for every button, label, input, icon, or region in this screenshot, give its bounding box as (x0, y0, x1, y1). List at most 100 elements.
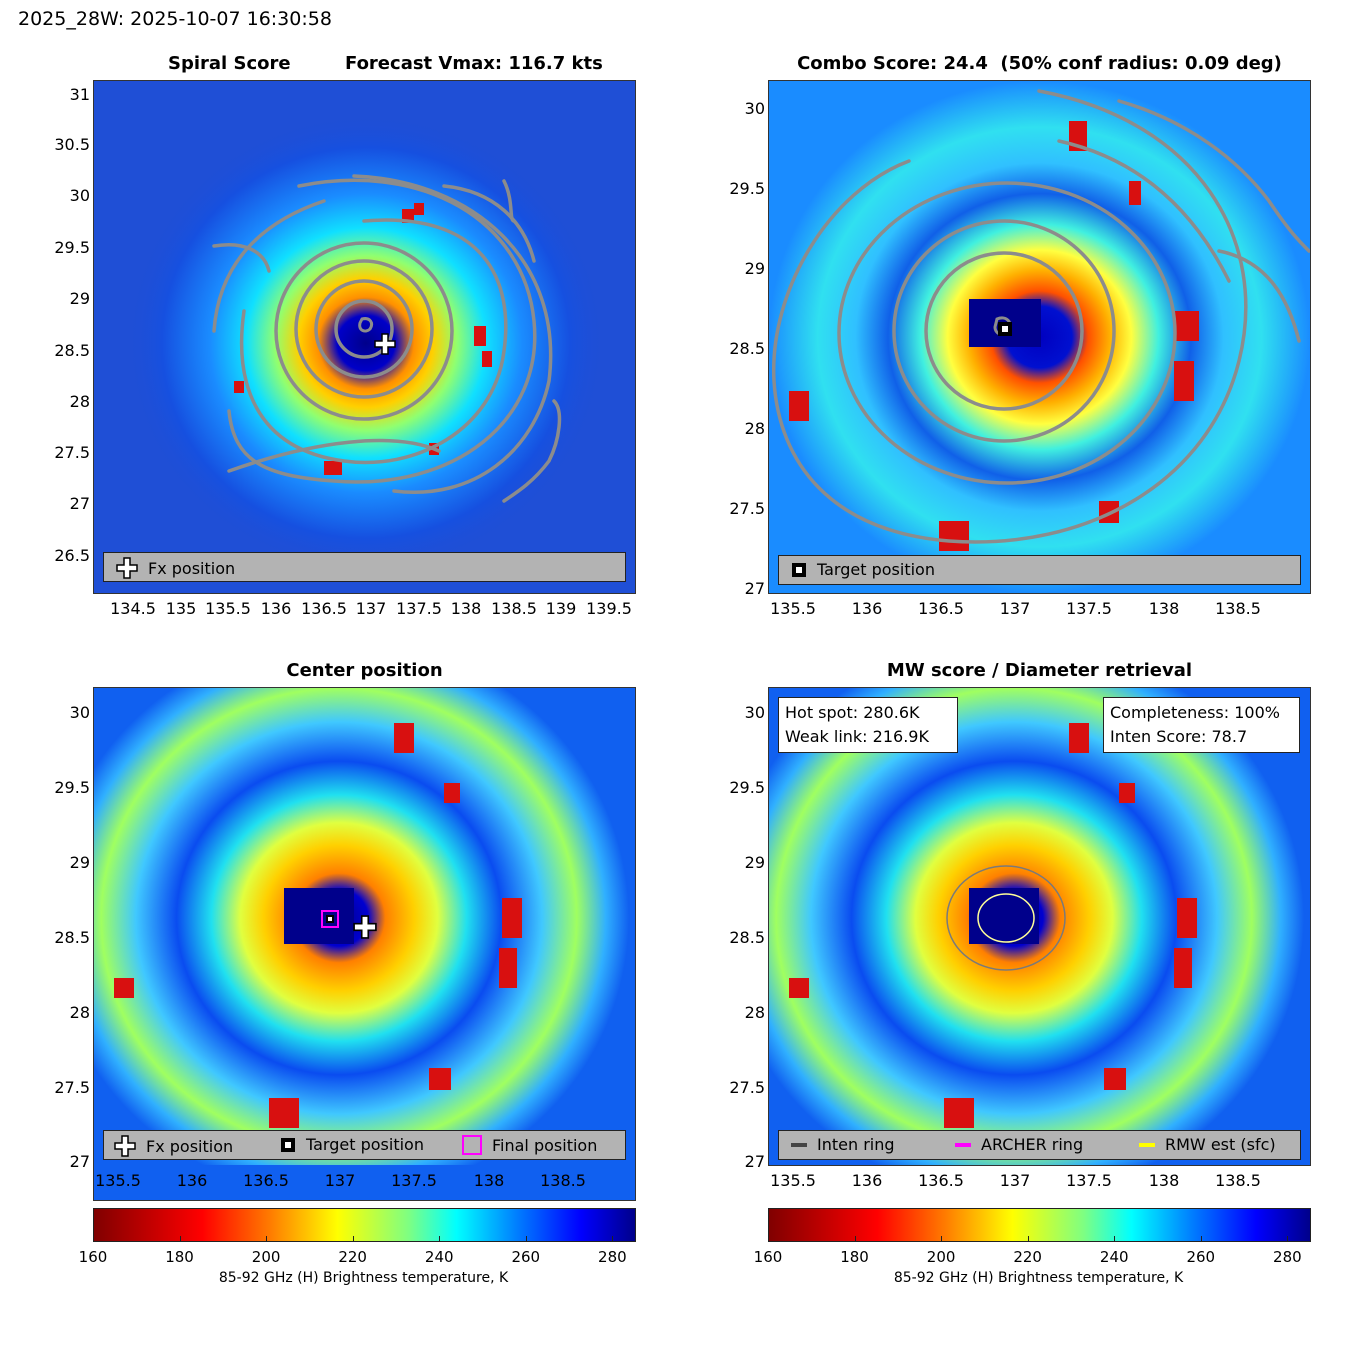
colorbar-tick-mark (525, 1236, 527, 1242)
center-xtick: 135.5 (95, 1171, 141, 1190)
mw-ytick: 28.5 (729, 928, 765, 947)
colorbar-left-label: 85-92 GHz (H) Brightness temperature, K (218, 1270, 509, 1286)
colorbar-tick-mark (1027, 1236, 1029, 1242)
spiral-xtick: 137 (355, 599, 387, 618)
spiral-xtick: 138 (450, 599, 482, 618)
center-ytick: 29 (69, 853, 90, 872)
colorbar-tick-label: 260 (511, 1248, 541, 1266)
spiral-ytick: 27 (69, 494, 90, 513)
spiral-title: Spiral Score (168, 53, 291, 74)
fx-position-marker (353, 915, 377, 939)
colorbar-tick-mark (179, 1236, 181, 1242)
center-xtick: 137.5 (391, 1171, 437, 1190)
combo-ytick: 28.5 (729, 339, 765, 358)
fx-position-marker (374, 333, 396, 355)
spiral-ytick: 30 (69, 186, 90, 205)
combo-xtick: 136.5 (918, 599, 964, 618)
mw-xtick: 137.5 (1066, 1171, 1112, 1190)
mw-title: MW score / Diameter retrieval (886, 660, 1193, 681)
legend-rmw-label: RMW est (sfc) (1165, 1135, 1276, 1154)
combo-ytick: 29 (744, 259, 765, 278)
combo-xtick: 135.5 (770, 599, 816, 618)
spiral-xtick: 138.5 (491, 599, 537, 618)
legend-target-label: Target position (306, 1135, 424, 1154)
center-ytick: 27 (69, 1152, 90, 1171)
center-title: Center position (286, 660, 443, 681)
target-position-marker (998, 322, 1012, 336)
legend-inten-label: Inten ring (817, 1135, 895, 1154)
combo-panel: Target position (768, 80, 1311, 594)
combo-xtick: 136 (851, 599, 883, 618)
combo-xtick: 138.5 (1215, 599, 1261, 618)
mw-xtick: 136.5 (918, 1171, 964, 1190)
spiral-xtick: 135.5 (205, 599, 251, 618)
center-xtick: 136 (176, 1171, 208, 1190)
spiral-xtick: 135 (165, 599, 197, 618)
colorbar-tick-label: 180 (165, 1248, 194, 1266)
combo-ytick: 27 (744, 579, 765, 598)
colorbar-tick-label: 160 (78, 1248, 108, 1266)
center-ytick: 27.5 (54, 1078, 90, 1097)
colorbar-tick-label: 180 (840, 1248, 869, 1266)
center-ytick: 28 (69, 1003, 90, 1022)
mw-ytick: 27.5 (729, 1078, 765, 1097)
fx-position-icon (114, 1135, 136, 1157)
spiral-ytick: 31 (69, 85, 90, 104)
colorbar-tick-label: 160 (753, 1248, 783, 1266)
colorbar-tick-mark (439, 1236, 441, 1242)
center-xtick: 137 (324, 1171, 356, 1190)
colorbar-tick-mark (352, 1236, 354, 1242)
colorbar-tick-mark (1200, 1236, 1202, 1242)
center-ytick: 28.5 (54, 928, 90, 947)
mw-info-left: Hot spot: 280.6K Weak link: 216.9K (778, 697, 958, 753)
colorbar-tick-mark (266, 1236, 268, 1242)
spiral-xtick: 134.5 (110, 599, 156, 618)
legend-target-label: Target position (817, 560, 935, 579)
mw-xtick: 138 (1148, 1171, 1180, 1190)
rmw-ring-icon (1139, 1142, 1155, 1147)
colorbar-tick-mark (854, 1236, 856, 1242)
inten-score-text: Inten Score: 78.7 (1110, 727, 1248, 746)
spiral-heatmap (126, 113, 606, 573)
mw-ytick: 29 (744, 853, 765, 872)
spiral-ytick: 30.5 (54, 135, 90, 154)
colorbar-tick-mark (612, 1236, 614, 1242)
colorbar-tick-mark (1287, 1236, 1289, 1242)
final-position-icon (462, 1135, 482, 1155)
combo-title: Combo Score: 24.4 (50% conf radius: 0.09… (797, 53, 1282, 74)
spiral-ytick: 26.5 (54, 546, 90, 565)
colorbar-left (93, 1208, 636, 1242)
center-legend: Fx position Target position Final positi… (103, 1130, 626, 1160)
spiral-xtick: 136 (260, 599, 292, 618)
combo-ytick: 28 (744, 419, 765, 438)
mw-xtick: 137 (999, 1171, 1031, 1190)
spiral-ytick: 27.5 (54, 443, 90, 462)
legend-fx-label: Fx position (148, 558, 236, 578)
page-title: 2025_28W: 2025-10-07 16:30:58 (18, 8, 332, 30)
mw-ytick: 30 (744, 703, 765, 722)
center-xtick: 138.5 (540, 1171, 586, 1190)
hot-spot-text: Hot spot: 280.6K (785, 703, 920, 722)
colorbar-tick-label: 200 (926, 1248, 956, 1266)
fx-position-icon (116, 557, 138, 579)
combo-xtick: 137 (999, 599, 1031, 618)
colorbar-tick-mark (1114, 1236, 1116, 1242)
colorbar-tick-label: 240 (424, 1248, 454, 1266)
spiral-legend: Fx position (103, 552, 626, 582)
center-ytick: 29.5 (54, 778, 90, 797)
combo-xtick: 138 (1148, 599, 1180, 618)
spiral-ytick: 28 (69, 392, 90, 411)
combo-legend: Target position (778, 555, 1301, 585)
spiral-ytick: 29 (69, 289, 90, 308)
spiral-xtick: 136.5 (301, 599, 347, 618)
spiral-xtick: 137.5 (396, 599, 442, 618)
combo-ytick: 30 (744, 99, 765, 118)
center-ytick: 30 (69, 703, 90, 722)
mw-ytick: 27 (744, 1152, 765, 1171)
colorbar-right (768, 1208, 1311, 1242)
legend-final-label: Final position (492, 1135, 598, 1155)
mw-panel: Hot spot: 280.6K Weak link: 216.9K Compl… (768, 687, 1311, 1166)
spiral-vmax-title: Forecast Vmax: 116.7 kts (345, 53, 603, 74)
mw-xtick: 138.5 (1215, 1171, 1261, 1190)
mw-xtick: 135.5 (770, 1171, 816, 1190)
